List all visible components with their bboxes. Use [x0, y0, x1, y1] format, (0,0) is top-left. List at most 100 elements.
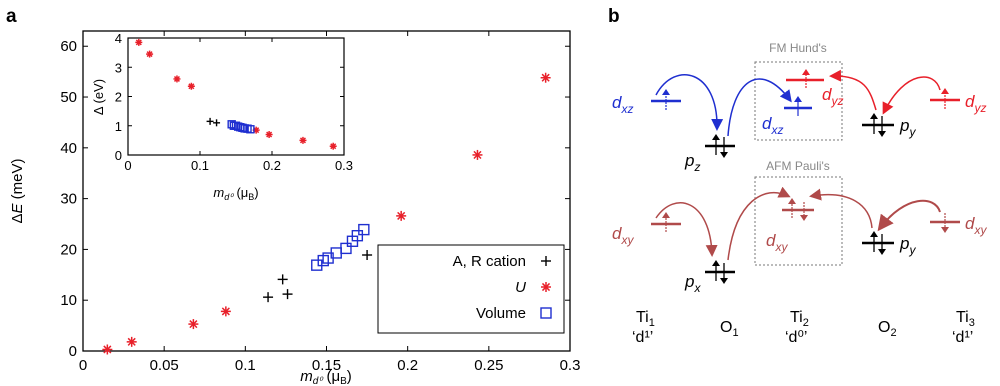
- site-o2: O2: [878, 319, 897, 339]
- legend: A, R cation U Volume: [377, 244, 565, 334]
- data-point-star: [396, 210, 407, 221]
- data-point-star: [299, 136, 307, 144]
- y-tick-label: 30: [60, 191, 77, 208]
- main-y-axis-label: ΔE (meV): [9, 158, 26, 223]
- x-tick-label: 0.2: [263, 158, 281, 173]
- x-tick-label: 0.3: [560, 357, 581, 374]
- exchange-diagram: FM Hund's AFM Pauli's dxz pz dxz dyz py: [612, 41, 987, 346]
- y-tick-label: 0: [69, 343, 77, 360]
- hop-arrow-dxy-to-px: [655, 202, 718, 257]
- legend-marker-cation: [541, 256, 551, 266]
- site-ti1: Ti1: [636, 309, 655, 329]
- y-tick-label: 0: [115, 148, 122, 163]
- afm-paulis-label: AFM Pauli's: [766, 159, 830, 173]
- hop-arrow-py-to-dxy: [809, 188, 873, 229]
- inset-x-ticks: 0 0.1 0.2 0.3: [124, 38, 353, 173]
- data-point-star: [173, 75, 181, 83]
- spin-up-head-dyz-mid: [802, 69, 810, 75]
- data-point-square: [340, 242, 352, 255]
- data-point-star: [220, 306, 231, 317]
- legend-label-cation: A, R cation: [453, 253, 526, 270]
- inset-data-points: [135, 38, 337, 150]
- hop-arrow-dyz-to-py: [882, 76, 941, 115]
- spin-up-head-dxy-mid: [788, 198, 796, 204]
- spin-up-head-dxy-left: [662, 212, 670, 218]
- legend-label-volume: Volume: [476, 305, 526, 322]
- fm-hunds-box: [754, 61, 843, 141]
- hop-arrow-px-to-dxy: [727, 186, 791, 261]
- legend-marker-volume: [540, 307, 552, 319]
- data-point-square: [358, 223, 370, 236]
- site-ti2: Ti2: [790, 309, 809, 329]
- y-tick-label: 3: [115, 60, 122, 75]
- x-tick-label: 0.15: [312, 357, 341, 374]
- data-point-plus: [277, 274, 288, 285]
- data-point-plus: [362, 250, 373, 260]
- site-o1: O1: [720, 319, 739, 339]
- data-point-star: [126, 336, 137, 347]
- label-py-top: py: [899, 116, 916, 139]
- y-tick-label: 40: [60, 140, 77, 157]
- inset-y-ticks: 0 1 2 3 4: [115, 31, 344, 163]
- spin-down-head-pz: [720, 152, 728, 158]
- spin-up-head-px: [712, 260, 720, 266]
- spin-down-head-px: [720, 278, 728, 284]
- y-tick-label: 1: [115, 119, 122, 134]
- spin-down-head-dxy-right: [941, 227, 949, 233]
- site-ti1-config: ‘d¹’: [632, 329, 653, 346]
- spin-up-head-dxz-left: [662, 89, 670, 95]
- inset-x-axis-label: md⁰ (μB): [213, 185, 258, 202]
- legend-box: [377, 244, 565, 334]
- hop-arrow-dxy-to-py: [877, 199, 941, 232]
- fm-hunds-label: FM Hund's: [769, 41, 827, 55]
- data-point-plus: [213, 119, 221, 127]
- panel-b-label: b: [608, 6, 620, 27]
- label-dxy-mid: dxy: [766, 231, 788, 254]
- data-point-square: [351, 229, 364, 242]
- site-ti3-config: ‘d¹’: [952, 329, 973, 346]
- main-data-points: [102, 72, 551, 355]
- main-x-axis-label: md⁰ (μB): [300, 368, 352, 386]
- data-point-star: [472, 149, 483, 160]
- y-tick-label: 4: [115, 31, 122, 46]
- site-ti3: Ti3: [956, 309, 975, 329]
- x-tick-label: 0.3: [335, 158, 353, 173]
- hop-arrow-dxz-to-pz: [655, 74, 724, 131]
- x-tick-label: 0.05: [150, 357, 179, 374]
- legend-markers: [540, 256, 552, 319]
- spin-up-head-pz: [712, 134, 720, 140]
- inset-chart: 0 0.1 0.2 0.3 0 1 2 3 4 Δ (eV) md⁰ (μB): [91, 31, 353, 202]
- data-point-plus: [206, 117, 214, 125]
- spin-down-head-py-top: [878, 131, 886, 137]
- legend-label-u: U: [515, 279, 526, 296]
- x-tick-label: 0.25: [474, 357, 503, 374]
- spin-down-head-py-bottom: [878, 249, 886, 255]
- spin-up-head-dxz-mid: [794, 96, 802, 102]
- data-point-star: [540, 72, 551, 83]
- spin-up-head-py-bottom: [870, 231, 878, 237]
- data-point-star: [135, 38, 143, 46]
- label-dyz-right: dyz: [965, 92, 986, 115]
- spin-up-head-py-top: [870, 113, 878, 119]
- label-pz: pz: [684, 151, 700, 174]
- hop-arrow-py-to-dyz: [829, 69, 877, 111]
- legend-marker-u: [541, 282, 551, 292]
- x-tick-label: 0.1: [191, 158, 209, 173]
- x-tick-label: 0: [79, 357, 87, 374]
- site-ti2-config: ‘d⁰’: [785, 329, 807, 346]
- data-point-star: [188, 319, 199, 330]
- main-x-ticks: 0 0.05 0.1 0.15 0.2 0.25 0.3: [79, 31, 581, 374]
- data-point-square: [246, 125, 255, 134]
- spin-down-head-dxy-mid: [800, 215, 808, 221]
- inset-y-axis-label: Δ (eV): [91, 79, 106, 115]
- label-dxz-mid: dxz: [762, 114, 783, 137]
- site-labels: Ti1 ‘d¹’ O1 Ti2 ‘d⁰’ O2 Ti3 ‘d¹’: [632, 309, 975, 346]
- x-tick-label: 0.1: [235, 357, 256, 374]
- afm-paulis-box: [754, 176, 843, 266]
- label-px: px: [684, 272, 701, 295]
- data-point-star: [329, 142, 337, 150]
- label-dxy-right: dxy: [965, 214, 987, 237]
- data-point-star: [187, 82, 195, 90]
